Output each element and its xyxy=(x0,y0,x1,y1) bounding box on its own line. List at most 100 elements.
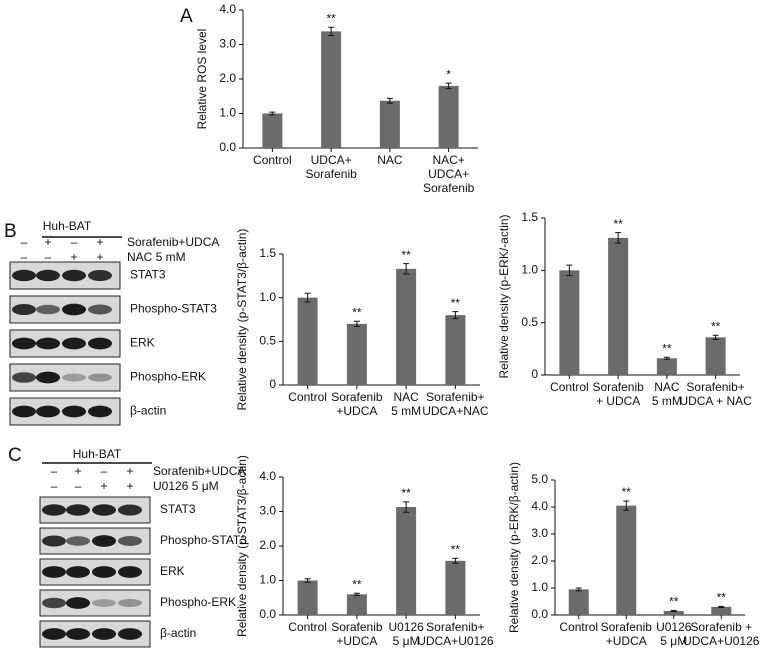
treatment-sign: – xyxy=(45,250,52,264)
error-bar xyxy=(304,578,311,583)
bar xyxy=(321,31,342,148)
error-bar xyxy=(566,264,573,277)
panel-label: B xyxy=(4,221,17,242)
blot-band xyxy=(92,566,116,578)
error-bar xyxy=(353,320,360,327)
blot-band xyxy=(12,337,36,350)
x-tick-label: 5 μM xyxy=(393,634,420,648)
blot-band xyxy=(118,504,142,516)
blot-band xyxy=(62,337,86,350)
x-tick-label: UDCA+ xyxy=(311,153,352,167)
error-bar xyxy=(403,501,410,513)
error-bar xyxy=(615,232,622,244)
blot-band xyxy=(36,337,60,350)
blot-band xyxy=(118,628,142,640)
treatment-label: NAC 5 mM xyxy=(127,250,186,264)
blot-band xyxy=(118,598,142,608)
error-bar xyxy=(386,97,393,104)
blot-band xyxy=(92,599,116,607)
treatment-sign: – xyxy=(21,250,28,264)
treatment-sign: – xyxy=(51,464,58,478)
blot-band xyxy=(62,269,86,282)
x-tick-label: Sorafenib xyxy=(331,390,383,404)
x-tick-label: Control xyxy=(559,620,598,634)
blot-band xyxy=(66,536,90,546)
x-tick-label: Control xyxy=(550,380,589,394)
x-tick-label: 5 mM xyxy=(391,404,421,418)
significance-label: ** xyxy=(352,577,362,591)
y-tick-label: 1.0 xyxy=(521,263,538,277)
band-label: STAT3 xyxy=(160,502,196,516)
x-tick-label: NAC xyxy=(377,153,403,167)
x-tick-label: U0126 xyxy=(388,620,424,634)
band-label: Phospho-ERK xyxy=(130,370,206,384)
x-tick-label: Control xyxy=(288,620,327,634)
bar xyxy=(663,610,684,615)
y-tick-label: 3.0 xyxy=(259,504,276,518)
y-axis-title: Relative ROS level xyxy=(195,29,209,130)
y-tick-label: 1.5 xyxy=(259,246,276,260)
x-tick-label: UDCA+U0126 xyxy=(683,634,760,648)
blot-band xyxy=(92,504,116,516)
error-bar xyxy=(403,263,410,275)
treatment-sign: + xyxy=(70,250,77,264)
blot-band xyxy=(12,405,36,418)
error-bar xyxy=(328,26,335,37)
bar xyxy=(568,589,589,615)
panel-label: A xyxy=(180,6,193,27)
x-tick-label: Sorafenib + xyxy=(690,620,752,634)
blot-band xyxy=(36,405,60,418)
x-tick-label: UDCA+U0126 xyxy=(417,634,494,648)
bar xyxy=(559,270,580,375)
y-axis-title: Relative density (p-ERK/β-actin) xyxy=(507,462,521,633)
error-bar xyxy=(623,500,630,511)
x-tick-label: +UDCA xyxy=(606,634,647,648)
y-tick-label: 0.5 xyxy=(521,315,538,329)
y-tick-label: 2.0 xyxy=(219,71,236,85)
x-tick-label: UDCA+NAC xyxy=(422,404,489,418)
bar xyxy=(396,268,417,385)
bar xyxy=(346,323,367,385)
blot-band xyxy=(62,373,86,382)
error-bar xyxy=(663,356,670,360)
blot-band xyxy=(42,597,66,609)
blot-band xyxy=(66,504,90,516)
x-tick-label: +UDCA xyxy=(336,634,377,648)
bar xyxy=(608,237,629,375)
x-tick-label: 5 μM xyxy=(660,634,687,648)
y-tick-label: 4.0 xyxy=(219,2,236,16)
y-axis-title: Relative density (p-STAT3/β-actin) xyxy=(235,455,249,637)
error-bar xyxy=(712,334,719,340)
x-tick-label: UDCA + NAC xyxy=(679,394,752,408)
blot-band xyxy=(88,337,112,350)
blot-band xyxy=(92,628,116,640)
x-tick-label: UDCA+ xyxy=(428,167,469,181)
significance-label: ** xyxy=(451,543,461,557)
blot-band xyxy=(66,597,90,609)
treatment-sign: – xyxy=(21,235,28,249)
blot-band xyxy=(92,535,116,547)
significance-label: ** xyxy=(326,11,336,25)
y-tick-label: 4.0 xyxy=(259,469,276,483)
blot-band xyxy=(12,372,36,383)
y-tick-label: 0 xyxy=(269,377,276,391)
blot-band xyxy=(12,303,36,316)
significance-label: ** xyxy=(662,341,672,355)
band-label: ERK xyxy=(130,336,155,350)
y-axis-title: Relative density (p-ERK/-actin) xyxy=(497,214,511,378)
bar xyxy=(616,505,637,615)
x-tick-label: Sorafenib xyxy=(305,167,357,181)
band-label: STAT3 xyxy=(130,268,166,282)
bar xyxy=(262,113,283,148)
blot-band xyxy=(42,628,66,640)
blot-band xyxy=(62,303,86,316)
error-bar xyxy=(353,592,360,596)
y-tick-label: 3.0 xyxy=(531,526,548,540)
treatment-sign: + xyxy=(44,235,51,249)
bar xyxy=(346,594,367,615)
y-tick-label: 1.0 xyxy=(531,580,548,594)
bar xyxy=(438,85,459,148)
y-tick-label: 4.0 xyxy=(531,499,548,513)
x-tick-label: Sorafenib+ xyxy=(426,620,484,634)
treatment-sign: + xyxy=(126,464,133,478)
